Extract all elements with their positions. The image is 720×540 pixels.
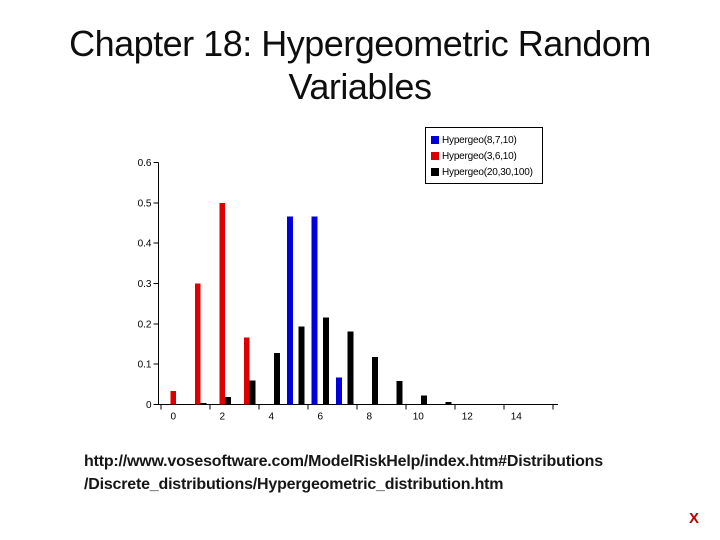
y-axis-tick-label: 0.5: [138, 198, 152, 209]
y-axis-tick-label: 0.2: [138, 319, 152, 330]
bar-Hypergeo(20,30,100)-x6: [323, 317, 329, 405]
legend-label: Hypergeo(3,6,10): [442, 150, 517, 162]
bar-Hypergeo(8,7,10)-x6: [311, 216, 318, 405]
close-x-button[interactable]: X: [689, 510, 700, 527]
bar-Hypergeo(20,30,100)-x3: [249, 380, 256, 405]
slide-title: Chapter 18: Hypergeometric Random Variabl…: [0, 22, 720, 108]
legend-label: Hypergeo(20,30,100): [442, 166, 533, 178]
slide-title-line2: Variables: [288, 66, 432, 107]
legend-label: Hypergeo(8,7,10): [442, 134, 517, 146]
chart-legend: Hypergeo(8,7,10) Hypergeo(3,6,10) Hypergeo…: [425, 127, 543, 184]
legend-swatch-icon: [431, 136, 439, 144]
bar-Hypergeo(20,30,100)-x5: [298, 326, 305, 405]
bar-Hypergeo(20,30,100)-x1: [200, 403, 207, 405]
y-axis-tick-label: 0.4: [138, 239, 152, 250]
bar-Hypergeo(20,30,100)-x9: [396, 380, 403, 405]
x-axis-tick-label: 0: [170, 412, 176, 423]
legend-item: Hypergeo(3,6,10): [431, 148, 540, 164]
source-url-line2: /Discrete_distributions/Hypergeometric_d…: [84, 476, 504, 493]
slide-title-line1: Chapter 18: Hypergeometric Random: [69, 23, 651, 64]
bar-Hypergeo(20,30,100)-x12: [470, 403, 476, 405]
legend-item: Hypergeo(8,7,10): [431, 132, 540, 148]
y-axis-tick-label: 0.3: [138, 279, 152, 290]
x-axis-tick-label: 14: [511, 412, 523, 423]
bar-Hypergeo(20,30,100)-x11: [445, 401, 452, 405]
legend-swatch-icon: [431, 152, 439, 160]
bar-Hypergeo(20,30,100)-x7: [347, 331, 354, 405]
x-axis-tick-label: 12: [462, 412, 474, 423]
x-axis-tick-label: 2: [219, 412, 225, 423]
bar-Hypergeo(20,30,100)-x8: [372, 357, 378, 405]
x-axis-tick-label: 4: [268, 412, 274, 423]
bar-Hypergeo(20,30,100)-x10: [421, 395, 427, 405]
bar-Hypergeo(3,6,10)-x2: [219, 202, 226, 405]
legend-item: Hypergeo(20,30,100): [431, 164, 540, 180]
y-axis-tick-label: 0.6: [138, 158, 152, 169]
bar-Hypergeo(3,6,10)-x1: [194, 283, 201, 405]
bar-Hypergeo(20,30,100)-x4: [274, 352, 280, 405]
y-axis-tick-label: 0: [146, 400, 152, 411]
source-url-line1: http://www.vosesoftware.com/ModelRiskHel…: [84, 453, 603, 470]
x-axis-tick-label: 10: [413, 412, 425, 423]
x-axis-tick-label: 8: [366, 412, 372, 423]
bar-Hypergeo(3,6,10)-x0: [170, 391, 177, 405]
y-axis-tick-label: 0.1: [138, 360, 152, 371]
source-url: http://www.vosesoftware.com/ModelRiskHel…: [84, 450, 603, 496]
bar-Hypergeo(20,30,100)-x2: [225, 396, 231, 405]
x-axis-tick-label: 6: [317, 412, 323, 423]
bar-Hypergeo(8,7,10)-x5: [287, 216, 293, 405]
bar-Hypergeo(3,6,10)-x3: [243, 337, 250, 405]
bar-Hypergeo(8,7,10)-x7: [336, 377, 342, 405]
legend-swatch-icon: [431, 168, 439, 176]
